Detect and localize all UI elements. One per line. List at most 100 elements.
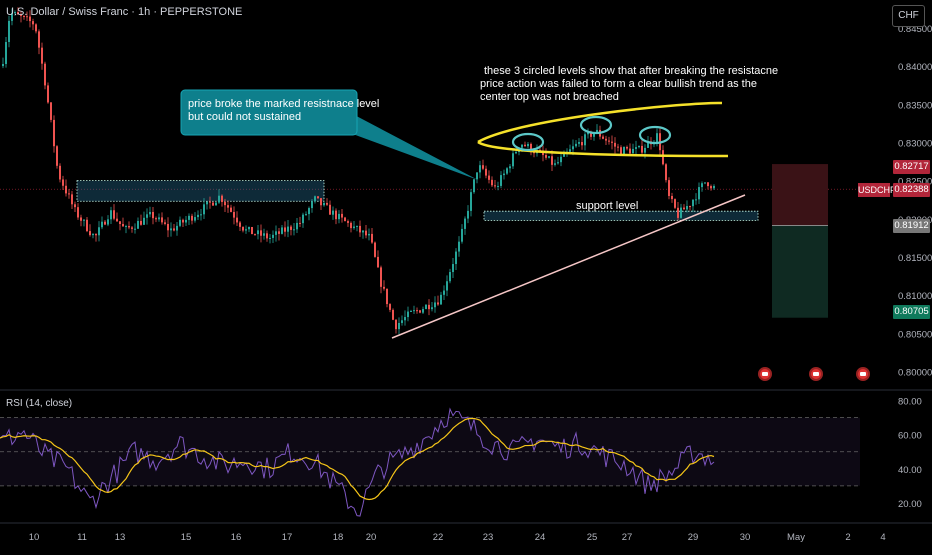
ascending-trendline [391, 194, 746, 339]
candle-body [149, 211, 151, 215]
candle-body [38, 31, 40, 48]
candle-body [137, 220, 139, 229]
candle-body [155, 218, 157, 220]
candle-body [17, 12, 19, 15]
us-flag-event-icon[interactable] [809, 367, 823, 381]
candle-body [29, 16, 31, 22]
currency-button[interactable]: CHF [892, 5, 925, 27]
candle-body [275, 231, 277, 235]
candle-body [491, 179, 493, 186]
candle-body [83, 219, 85, 221]
candle-body [47, 85, 49, 103]
candle-body [119, 221, 121, 225]
rsi-line [0, 407, 715, 517]
candle-body [365, 230, 367, 236]
candle-body [695, 199, 697, 201]
candle-body [662, 150, 664, 165]
candle-body [332, 210, 334, 215]
candle-body [359, 225, 361, 233]
candle-body [554, 163, 556, 165]
candle-body [299, 222, 301, 224]
candle-body [533, 152, 535, 154]
candle-body [254, 234, 256, 236]
candle-body [593, 132, 595, 137]
candle-body [632, 148, 634, 154]
candle-body [272, 234, 274, 238]
candle-body [713, 185, 715, 189]
candle-body [578, 142, 580, 144]
rsi-tick-label: 40.00 [898, 465, 922, 476]
time-tick-label: 29 [688, 532, 699, 543]
candle-body [350, 222, 352, 229]
candle-body [470, 192, 472, 211]
candle-body [686, 206, 688, 210]
us-flag-event-icon[interactable] [856, 367, 870, 381]
candle-body [467, 210, 469, 219]
candle-body [665, 164, 667, 181]
candle-body [296, 222, 298, 230]
us-flag-event-icon[interactable] [758, 367, 772, 381]
rsi-tick-label: 20.00 [898, 499, 922, 510]
candle-body [368, 233, 370, 236]
candle-body [23, 15, 25, 17]
candle-body [347, 221, 349, 223]
candle-body [548, 156, 550, 158]
candle-body [134, 228, 136, 230]
candle-body [74, 204, 76, 208]
support-label: support level [576, 200, 638, 212]
candle-body [404, 317, 406, 321]
candle-body [377, 256, 379, 268]
candle-body [413, 310, 415, 312]
candle-body [386, 288, 388, 305]
candle-body [389, 304, 391, 310]
time-tick-label: 17 [282, 532, 293, 543]
mid-price-tag: 0.81912 [893, 219, 930, 233]
time-tick-label: 27 [622, 532, 633, 543]
candle-body [221, 195, 223, 203]
range-ellipse [477, 101, 729, 158]
candle-body [512, 153, 514, 167]
candle-body [605, 138, 607, 141]
candle-body [644, 147, 646, 153]
candle-body [287, 226, 289, 232]
candle-body [380, 267, 382, 287]
candle-body [158, 217, 160, 220]
candle-body [521, 144, 523, 148]
candle-body [641, 145, 643, 153]
candle-body [701, 183, 703, 188]
candle-body [383, 286, 385, 289]
candle-body [317, 196, 319, 199]
candle-body [104, 221, 106, 225]
callout-box [180, 89, 358, 136]
candle-body [98, 227, 100, 236]
candle-body [461, 228, 463, 242]
candle-body [281, 227, 283, 234]
candle-body [710, 186, 712, 189]
time-tick-label: 30 [740, 532, 751, 543]
candle-body [329, 204, 331, 215]
candle-body [617, 146, 619, 148]
candle-body [20, 14, 22, 16]
candle-body [314, 196, 316, 202]
candle-body [635, 147, 637, 149]
symbol-tag: USDCHF [858, 183, 896, 197]
candle-body [479, 165, 481, 173]
candle-body [260, 230, 262, 236]
rsi-title: RSI (14, close) [6, 398, 73, 409]
time-tick-label: 2 [845, 532, 850, 543]
time-tick-label: 13 [115, 532, 126, 543]
time-tick-label: 25 [587, 532, 598, 543]
candle-body [89, 231, 91, 236]
candle-body [488, 175, 490, 180]
candle-body [125, 226, 127, 228]
lower-target-tag: 0.80705 [893, 305, 930, 319]
current-price-tag: 0.82388 [893, 183, 930, 197]
candle-body [14, 12, 16, 14]
price-tick-label: 0.80000 [898, 368, 932, 379]
candle-body [116, 218, 118, 222]
candle-body [683, 207, 685, 210]
candle-body [251, 226, 253, 235]
candle-body [608, 140, 610, 142]
